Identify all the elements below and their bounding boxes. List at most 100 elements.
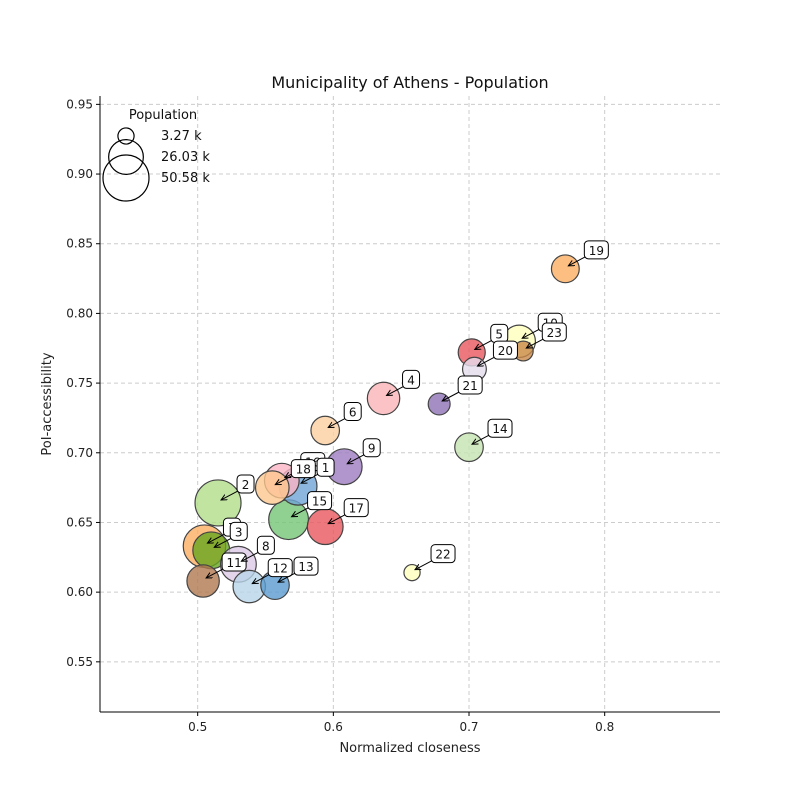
- y-tick-label: 0.70: [66, 446, 93, 460]
- y-axis-label: PoI-accessibility: [40, 352, 55, 455]
- annotation-label: 20: [498, 344, 513, 358]
- y-tick-label: 0.60: [66, 585, 93, 599]
- annotation-arrow: [387, 385, 404, 395]
- annotation-box: [316, 457, 335, 477]
- y-tick-label: 0.80: [66, 306, 93, 320]
- annotation-box: [430, 544, 456, 564]
- y-tick-label: 0.65: [66, 515, 93, 529]
- data-point: [306, 508, 344, 546]
- y-tick-label: 0.85: [66, 237, 93, 251]
- data-point: [366, 381, 401, 416]
- data-point: [550, 254, 580, 284]
- annotation-label: 6: [349, 405, 357, 419]
- annotation-arrow: [472, 434, 490, 444]
- annotation-box: [402, 369, 421, 389]
- annotation-label: 19: [589, 244, 604, 258]
- chart-title: Municipality of Athens - Population: [271, 73, 548, 92]
- annotation-box: [229, 521, 248, 541]
- x-tick-label: 0.6: [324, 720, 343, 734]
- annotation-arrow: [347, 454, 365, 464]
- annotation-label: 13: [298, 560, 313, 574]
- annotation-box: [290, 459, 316, 479]
- annotation-arrow: [475, 339, 492, 349]
- grid-lines: [100, 96, 720, 712]
- annotation-arrow: [241, 551, 259, 561]
- point-annotations: 2731181213161181517964211452010231922: [206, 240, 609, 584]
- y-tick-label: 0.75: [66, 376, 93, 390]
- annotation-arrow: [214, 537, 232, 547]
- y-tick-label: 0.55: [66, 655, 93, 669]
- annotation-label: 2: [242, 478, 250, 492]
- legend-label: 26.03 k: [161, 150, 210, 165]
- annotation-label: 4: [407, 373, 415, 387]
- axes: [99, 96, 720, 713]
- annotation-box: [583, 240, 609, 260]
- data-point: [268, 499, 310, 541]
- annotation-label: 17: [349, 502, 364, 516]
- annotation-arrow: [522, 328, 540, 338]
- annotation-label: 18: [296, 463, 311, 477]
- x-ticks: 0.5 0.6 0.7 0.8: [188, 712, 614, 734]
- annotation-arrow: [328, 514, 346, 524]
- x-tick-label: 0.8: [595, 720, 614, 734]
- annotation-label: 5: [495, 327, 503, 341]
- annotation-label: 21: [463, 379, 478, 393]
- x-tick-label: 0.7: [459, 720, 478, 734]
- y-tick-label: 0.95: [66, 97, 93, 111]
- annotation-arrow: [328, 418, 346, 427]
- annotation-arrow: [477, 356, 495, 366]
- annotation-box: [307, 491, 333, 511]
- annotation-arrow: [275, 475, 293, 485]
- legend: Population 3.27 k 26.03 k 50.58 k: [102, 108, 210, 202]
- data-point: [254, 470, 290, 505]
- data-points: [182, 254, 580, 604]
- x-tick-label: 0.5: [188, 720, 207, 734]
- annotation-arrow: [568, 256, 586, 266]
- annotation-box: [343, 401, 362, 421]
- annotation-box: [457, 375, 483, 395]
- annotation-label: 23: [547, 326, 562, 340]
- legend-label: 50.58 k: [161, 171, 210, 186]
- annotation-label: 14: [492, 422, 507, 436]
- annotation-label: 3: [235, 525, 243, 539]
- legend-marker: [117, 127, 135, 145]
- y-tick-label: 0.90: [66, 167, 93, 181]
- data-point: [403, 563, 421, 582]
- data-point: [454, 432, 484, 463]
- annotation-arrow: [206, 568, 224, 578]
- annotation-label: 11: [226, 556, 241, 570]
- annotation-arrow: [526, 338, 544, 348]
- legend-marker: [102, 154, 150, 202]
- annotation-box: [492, 340, 518, 360]
- annotation-arrow: [252, 574, 270, 584]
- y-ticks: 0.55 0.60 0.65 0.70 0.75 0.80 0.85 0.90 0.95: [66, 97, 100, 669]
- annotation-arrow: [278, 572, 296, 582]
- legend-marker: [108, 139, 144, 175]
- annotation-label: 22: [435, 548, 450, 562]
- data-point: [194, 479, 242, 527]
- annotation-arrow: [442, 391, 460, 401]
- annotation-box: [541, 322, 567, 342]
- annotation-label: 15: [312, 495, 327, 509]
- data-point: [186, 564, 220, 598]
- annotation-arrow: [292, 507, 309, 517]
- legend-label: 3.27 k: [161, 129, 202, 144]
- data-point: [310, 415, 341, 446]
- annotation-box: [221, 552, 247, 572]
- annotation-arrow: [207, 533, 225, 543]
- annotation-label: 9: [368, 442, 376, 456]
- legend-title: Population: [129, 108, 197, 123]
- x-axis-label: Normalized closeness: [339, 741, 480, 756]
- annotation-box: [293, 556, 319, 576]
- annotation-arrow: [221, 490, 239, 500]
- annotation-box: [343, 498, 369, 518]
- data-point: [427, 392, 451, 416]
- annotation-box: [236, 474, 255, 494]
- annotation-label: 1: [322, 461, 330, 475]
- annotation-label: 8: [262, 539, 270, 553]
- annotation-label: 12: [273, 562, 288, 576]
- annotation-box: [487, 418, 513, 438]
- annotation-arrow: [415, 560, 433, 570]
- annotation-box: [256, 535, 275, 555]
